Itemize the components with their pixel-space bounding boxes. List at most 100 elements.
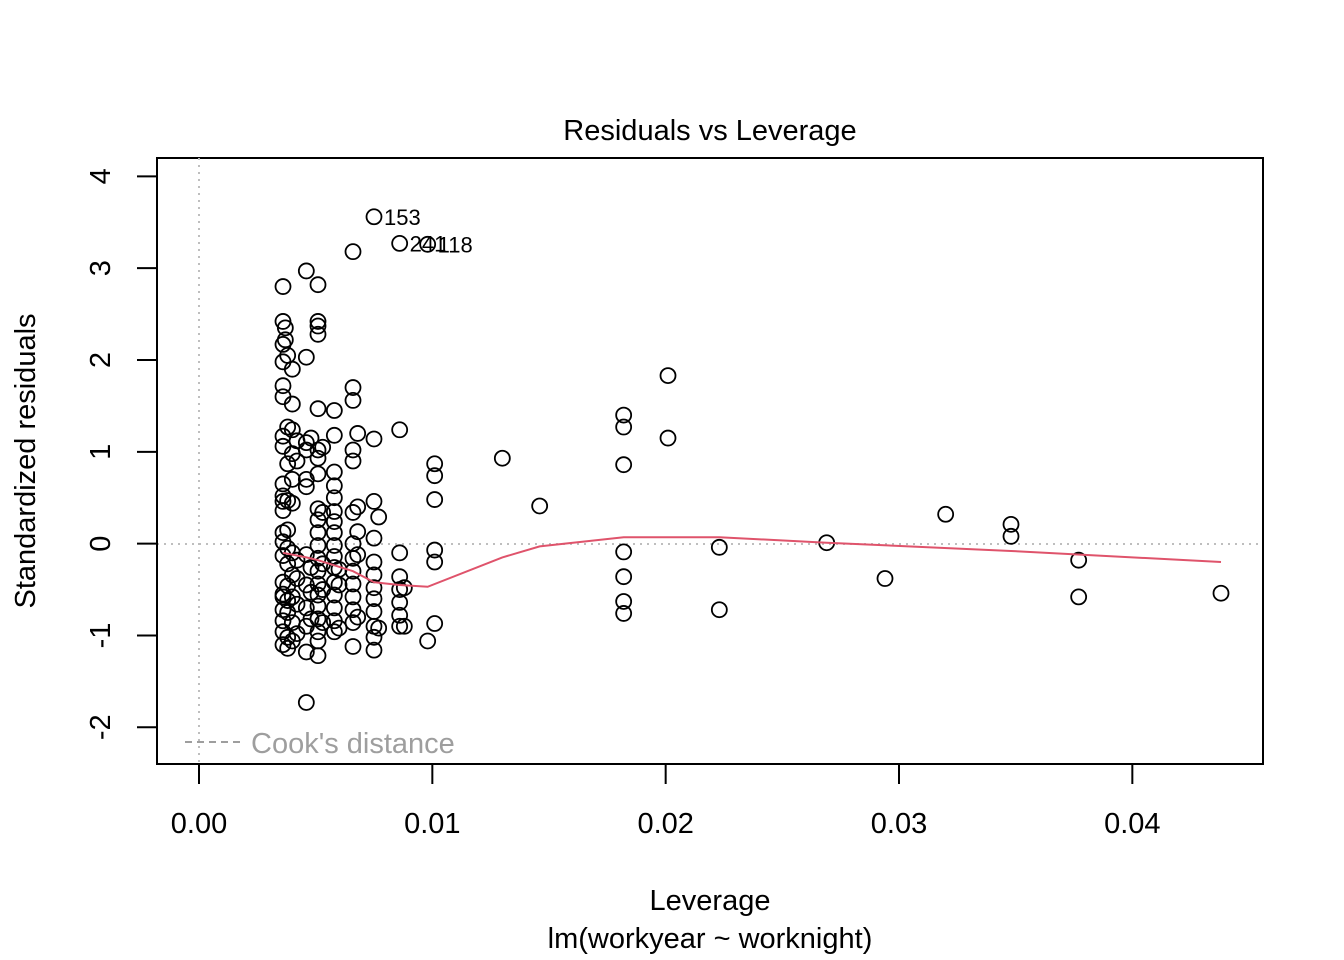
data-point [365, 590, 383, 608]
data-point [615, 568, 633, 586]
data-point [325, 524, 343, 542]
data-point [615, 406, 633, 424]
y-tick-label: 3 [85, 260, 117, 276]
data-point [288, 551, 306, 569]
data-point [297, 262, 315, 280]
data-point [309, 500, 327, 518]
data-point [279, 592, 297, 609]
data-point [349, 608, 367, 626]
data-point [288, 452, 306, 470]
data-points [274, 208, 1230, 711]
legend: Cook's distance [185, 728, 455, 760]
data-point [309, 575, 327, 593]
y-tick-label: 1 [85, 444, 117, 460]
data-point [283, 360, 301, 378]
data-point [1002, 515, 1020, 533]
data-point [391, 544, 409, 562]
data-point [615, 456, 633, 474]
data-point [283, 566, 301, 584]
y-tick-label: 0 [85, 536, 117, 552]
data-point [288, 595, 306, 613]
data-point [279, 555, 297, 573]
data-point [283, 421, 301, 439]
data-point [344, 441, 362, 459]
data-point [365, 641, 383, 659]
data-point [615, 543, 633, 561]
x-axis-sublabel: lm(workyear ~ worknight) [548, 923, 873, 955]
data-point [615, 605, 633, 622]
data-point [937, 505, 955, 523]
x-tick-label: 0.02 [637, 808, 693, 840]
data-point [419, 235, 437, 253]
data-point [276, 319, 294, 337]
data-point [325, 426, 343, 444]
data-point [344, 588, 362, 606]
data-point [349, 523, 367, 541]
data-point [344, 504, 362, 521]
data-point [309, 317, 327, 335]
data-point [274, 278, 292, 295]
data-point [274, 475, 292, 493]
data-point [344, 549, 362, 567]
y-tick-label: 4 [85, 168, 117, 184]
data-point [279, 628, 297, 646]
data-point [309, 400, 327, 418]
data-point [325, 623, 343, 641]
data-point [325, 503, 343, 520]
data-point [309, 537, 327, 554]
data-point [531, 497, 549, 515]
data-point [365, 492, 383, 510]
data-point [365, 628, 383, 646]
x-tick-label: 0.01 [404, 808, 460, 840]
data-point [314, 614, 332, 631]
data-point [876, 570, 894, 587]
data-point [297, 599, 315, 617]
data-point [309, 586, 327, 604]
data-point [344, 614, 362, 631]
data-point [370, 619, 388, 637]
data-point [395, 579, 413, 597]
data-point [309, 313, 327, 330]
data-point [297, 478, 315, 496]
smooth-line [282, 536, 1222, 588]
data-point [297, 441, 315, 459]
data-point [395, 617, 413, 635]
y-axis-label: Standardized residuals [10, 313, 42, 608]
data-point [391, 617, 409, 635]
data-point [302, 610, 320, 628]
data-point [391, 234, 409, 252]
point-label: 241 [410, 231, 447, 256]
data-point [615, 593, 633, 610]
data-point [325, 463, 343, 481]
data-point [309, 524, 327, 542]
data-point [325, 537, 343, 554]
data-point [274, 437, 292, 455]
data-point [344, 452, 362, 470]
data-point [370, 508, 388, 526]
data-point [365, 553, 383, 571]
data-point [1070, 588, 1088, 606]
data-point [391, 606, 409, 624]
plot-frame [156, 157, 1264, 765]
y-tick-label: -2 [85, 714, 117, 740]
data-point [344, 379, 362, 396]
data-point [426, 615, 444, 632]
data-point [1002, 527, 1020, 545]
y-axis: -2 -1 0 1 2 3 4 [85, 168, 158, 740]
x-tick-label: 0.03 [871, 808, 927, 840]
data-point [309, 276, 327, 294]
y-tick-label: 2 [85, 352, 117, 368]
data-point [325, 586, 343, 604]
data-point [426, 455, 444, 473]
data-point [710, 538, 728, 556]
data-point [274, 388, 292, 406]
data-point [297, 694, 315, 711]
data-point [283, 395, 301, 413]
x-tick-label: 0.00 [171, 808, 227, 840]
data-point [279, 455, 297, 473]
data-point [659, 367, 677, 385]
point-label: 118 [438, 232, 473, 257]
data-point [426, 541, 444, 559]
